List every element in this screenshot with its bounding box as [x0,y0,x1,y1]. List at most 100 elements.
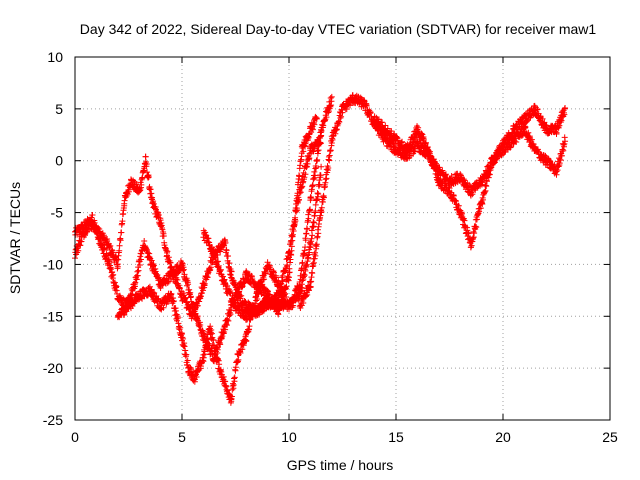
data-point [183,351,190,358]
data-point [164,248,171,255]
data-point [141,238,148,244]
data-points [72,92,569,406]
data-point [561,140,568,147]
data-point [305,215,312,222]
data-point [121,202,128,209]
data-point [101,246,108,253]
data-point [93,224,100,231]
data-point [106,243,113,250]
y-tick-label: 10 [47,49,63,65]
data-point [242,298,249,305]
series-sat-e [296,92,569,311]
data-point [110,271,117,278]
data-point [327,95,334,102]
data-point [228,268,235,275]
data-point [96,234,103,241]
data-point [118,229,125,236]
x-tick-label: 15 [388,429,404,445]
data-point [138,181,145,188]
data-point [225,253,232,260]
data-point [327,147,334,154]
data-point [84,226,91,233]
data-point [155,212,162,219]
data-point [104,252,111,259]
data-point [309,270,316,277]
data-point [230,381,237,388]
x-tick-label: 20 [495,429,511,445]
data-point [231,374,238,381]
data-point [152,206,159,213]
data-point [125,188,132,195]
y-tick-label: -20 [43,360,63,376]
data-point [312,208,319,215]
data-point [309,182,316,189]
data-point [207,264,214,271]
data-point [108,246,115,253]
data-point [314,156,321,163]
data-point [104,236,111,243]
y-axis-label: SDTVAR / TECUs [7,182,23,294]
chart-title: Day 342 of 2022, Sidereal Day-to-day VTE… [80,21,597,37]
data-point [134,272,141,279]
data-point [107,242,114,249]
data-point [467,244,474,251]
data-point [483,183,490,190]
data-point [238,292,245,299]
data-point [226,260,233,267]
data-point [315,183,322,190]
data-point [121,197,128,204]
data-point [194,302,201,309]
data-point [91,217,98,224]
data-point [142,153,149,160]
y-tick-label: -10 [43,256,63,272]
data-point [323,175,330,182]
data-point [228,274,235,281]
data-point [93,223,100,230]
data-point [150,198,157,205]
series-sat-c [114,163,325,406]
data-point [137,256,144,263]
data-point [147,186,154,193]
data-point [315,191,322,198]
data-point [288,237,295,244]
data-point [311,255,318,262]
data-point [132,279,139,286]
data-point [304,226,311,233]
data-point [97,236,104,243]
data-point [227,271,234,278]
y-tick-label: -15 [43,308,63,324]
data-point [299,259,306,266]
data-point [98,240,105,247]
data-point [133,180,140,187]
data-point [310,219,317,226]
data-point [314,150,321,157]
data-point [329,136,336,143]
data-point [116,242,123,249]
data-point [201,280,208,287]
data-point [223,247,230,254]
y-tick-label: -25 [43,412,63,428]
data-point [307,206,314,213]
data-point [471,230,478,237]
data-point [136,262,143,268]
data-point [119,218,126,225]
data-point [89,211,96,218]
data-point [145,174,152,181]
data-point [75,247,82,254]
data-point [164,279,171,286]
data-point [117,237,124,244]
data-point [111,279,118,286]
data-point [315,147,322,154]
data-point [323,114,330,121]
data-point [310,259,317,266]
x-tick-label: 5 [178,429,186,445]
y-tick-label: 5 [55,101,63,117]
data-point [308,195,315,202]
data-point [135,267,142,274]
data-point [314,233,321,240]
x-tick-label: 10 [281,429,297,445]
y-tick-label: -5 [51,205,64,221]
data-point [313,164,320,171]
grid-lines [75,57,610,420]
